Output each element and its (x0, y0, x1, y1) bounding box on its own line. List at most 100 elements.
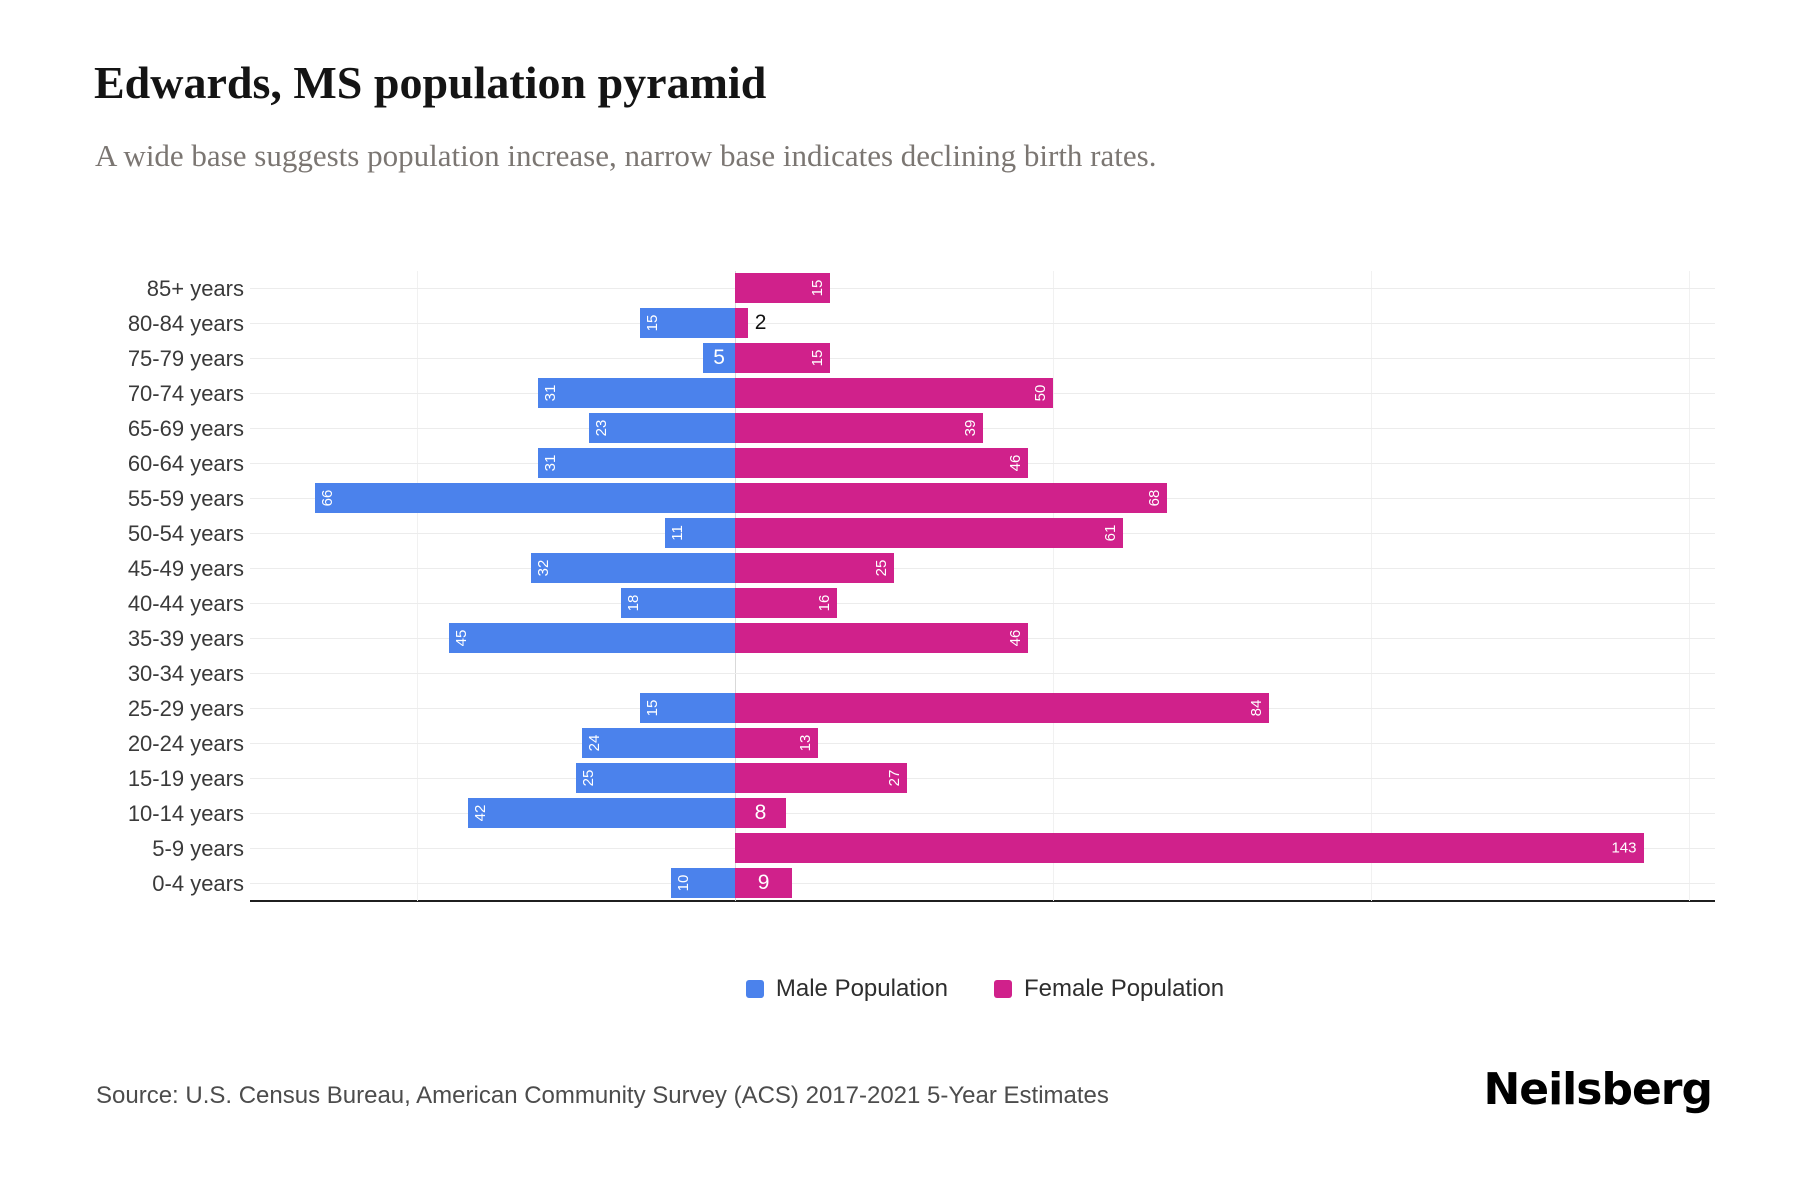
age-group-label: 20-24 years (127, 731, 244, 756)
age-group-label: 45-49 years (127, 556, 244, 581)
plot-area: 15 15 2 5 15 31 50 23 39 31 46 66 68 11 61 32 25 18 16 45 46… (250, 271, 1715, 902)
row-gridline (250, 288, 1715, 289)
row-gridline (250, 358, 1715, 359)
female-bar: 39 (735, 413, 984, 443)
age-group-label: 35-39 years (127, 626, 244, 651)
page-title: Edwards, MS population pyramid (94, 57, 767, 108)
bar-value-label: 24 (586, 734, 604, 752)
bar-value-label: 143 (1611, 839, 1637, 857)
bar-value-label: 16 (815, 594, 833, 612)
vertical-gridline (417, 271, 418, 901)
male-bar: 23 (588, 413, 735, 443)
bar-value-label: 15 (643, 699, 661, 717)
bar-value-label: 18 (624, 594, 642, 612)
male-bar: 45 (448, 623, 735, 653)
female-bar: 13 (735, 728, 818, 758)
vertical-gridline (1689, 271, 1690, 901)
bar-value-label: 15 (809, 279, 827, 297)
bar-value-label: 61 (1101, 524, 1119, 542)
age-group-label: 5-9 years (152, 836, 244, 861)
female-bar: 27 (735, 763, 907, 793)
female-bar: 46 (735, 623, 1028, 653)
row-gridline (250, 743, 1715, 744)
female-bar: 50 (735, 378, 1053, 408)
age-group-label: 30-34 years (127, 661, 244, 686)
legend-item-female[interactable]: Female Population (994, 975, 1224, 1003)
age-group-label: 50-54 years (127, 521, 244, 546)
bar-value-label: 39 (962, 419, 980, 437)
legend-female-label: Female Population (1024, 975, 1225, 1002)
legend: Male Population Female Population (0, 975, 1800, 1003)
age-group-label: 85+ years (146, 276, 244, 301)
bar-value-label: 9 (757, 871, 770, 894)
bar-value-label: 13 (796, 734, 814, 752)
bar-value-label: 84 (1248, 699, 1266, 717)
bar-value-label: 68 (1146, 489, 1164, 507)
male-bar: 31 (537, 448, 735, 478)
row-gridline (250, 673, 1715, 674)
bar-value-label: 11 (669, 525, 687, 541)
male-bar: 66 (315, 483, 735, 513)
male-bar: 11 (665, 518, 735, 548)
source-text: Source: U.S. Census Bureau, American Com… (96, 1082, 1109, 1109)
male-bar: 15 (639, 693, 735, 723)
y-axis-labels: 85+ years 80-84 years 75-79 years 70-74 yea… (60, 271, 244, 901)
legend-item-male[interactable]: Male Population (745, 975, 948, 1003)
age-group-label: 60-64 years (127, 451, 244, 476)
bar-value-label: 15 (809, 349, 827, 367)
age-group-label: 55-59 years (127, 486, 244, 511)
age-group-label: 25-29 years (127, 696, 244, 721)
female-bar: 25 (735, 553, 894, 583)
male-bar: 32 (531, 553, 735, 583)
female-bar: 9 (735, 868, 793, 898)
female-bar: 84 (735, 693, 1270, 723)
age-group-label: 65-69 years (127, 416, 244, 441)
bar-value-label: 15 (643, 314, 661, 332)
bar-value-label: 25 (580, 769, 597, 787)
bar-value-label: 32 (535, 559, 553, 577)
bar-value-label: 46 (1006, 629, 1024, 647)
bar-value-label: 5 (713, 346, 725, 369)
row-gridline (250, 323, 1715, 324)
row-gridline (250, 883, 1715, 884)
legend-items: Male Population Female Population (745, 975, 1224, 1003)
row-gridline (250, 603, 1715, 604)
female-bar: 61 (735, 518, 1123, 548)
female-bar: 15 (735, 273, 831, 303)
bar-value-label: 50 (1032, 384, 1049, 402)
female-bar: 143 (735, 833, 1645, 863)
male-bar: 31 (537, 378, 735, 408)
bar-value-label: 27 (885, 769, 903, 787)
vertical-gridline (1053, 271, 1054, 901)
female-bar: 8 (735, 798, 786, 828)
bar-value-label: 31 (541, 384, 559, 402)
female-bar (735, 308, 748, 338)
row-gridline (250, 813, 1715, 814)
female-bar: 46 (735, 448, 1028, 478)
age-group-label: 15-19 years (127, 766, 244, 791)
male-legend-swatch-icon (745, 980, 764, 998)
female-bar: 68 (735, 483, 1168, 513)
female-bar: 16 (735, 588, 837, 618)
male-bar: 5 (703, 343, 735, 373)
bar-value-label: 42 (471, 804, 489, 822)
bar-value-label: 31 (541, 454, 559, 472)
vertical-gridline (735, 271, 736, 901)
vertical-gridline (1371, 271, 1372, 901)
neilsberg-logo: Neilsberg (1483, 1064, 1713, 1115)
bar-value-label: 2 (754, 311, 767, 334)
male-bar: 18 (620, 588, 735, 618)
bar-value-label: 25 (873, 559, 890, 577)
bar-value-label: 45 (452, 629, 470, 647)
age-group-label: 70-74 years (127, 381, 244, 406)
row-gridline (250, 568, 1715, 569)
page-subtitle: A wide base suggests population increase… (95, 138, 1157, 173)
bar-value-label: 66 (319, 489, 337, 507)
age-group-label: 0-4 years (152, 871, 244, 896)
legend-male-label: Male Population (775, 975, 948, 1002)
male-bar: 42 (467, 798, 735, 828)
x-axis-line (250, 900, 1715, 902)
age-group-label: 10-14 years (127, 801, 244, 826)
